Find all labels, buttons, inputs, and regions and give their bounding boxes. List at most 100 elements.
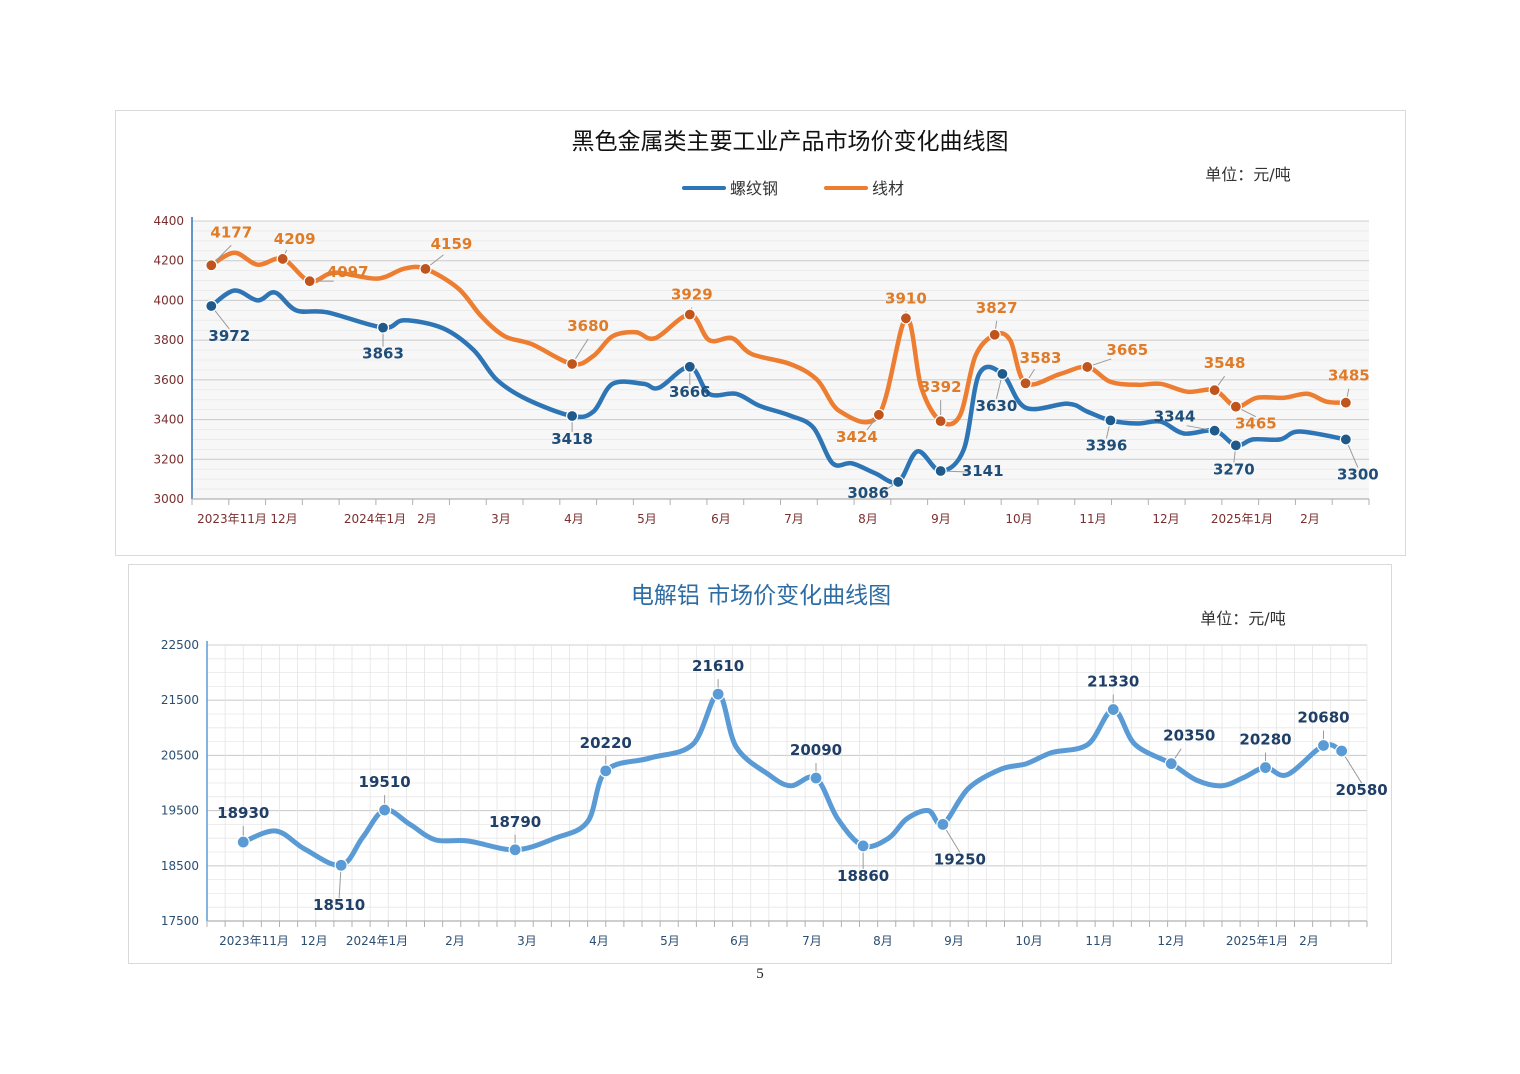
data-label: 3392 bbox=[920, 378, 962, 396]
y-tick-label: 3200 bbox=[153, 452, 184, 466]
x-tick-label: 10月 bbox=[1005, 512, 1032, 526]
x-tick-label: 2024年1月 bbox=[346, 934, 408, 948]
y-tick-label: 21500 bbox=[161, 693, 199, 707]
data-point bbox=[809, 771, 823, 785]
x-tick-label: 2025年1月 bbox=[1211, 512, 1273, 526]
data-label: 19510 bbox=[359, 773, 411, 791]
data-point bbox=[711, 687, 725, 701]
data-label: 4097 bbox=[327, 263, 369, 281]
aluminum-chart-panel: 电解铝 市场价变化曲线图单位：元/吨 17500 18500 19500 20500 21… bbox=[128, 564, 1392, 964]
chart-title: 黑色金属类主要工业产品市场价变化曲线图 bbox=[572, 129, 1009, 155]
data-point bbox=[892, 475, 905, 489]
data-point bbox=[936, 817, 950, 831]
y-tick-label: 4400 bbox=[153, 214, 184, 228]
data-point bbox=[856, 839, 870, 853]
data-point bbox=[276, 252, 289, 266]
data-label: 3548 bbox=[1204, 354, 1246, 372]
x-tick-label: 5月 bbox=[637, 512, 657, 526]
data-label: 3680 bbox=[567, 317, 609, 335]
data-label: 4177 bbox=[210, 223, 252, 241]
unit-label: 单位：元/吨 bbox=[1205, 165, 1290, 184]
unit-label: 单位：元/吨 bbox=[1200, 609, 1285, 628]
page-number: 5 bbox=[756, 966, 764, 982]
data-point bbox=[1229, 400, 1242, 413]
x-tick-label: 12月 bbox=[300, 934, 327, 948]
x-tick-label: 4月 bbox=[564, 512, 584, 526]
data-label: 18510 bbox=[313, 896, 365, 914]
data-label: 3424 bbox=[836, 428, 878, 446]
data-label: 3910 bbox=[885, 289, 927, 307]
data-label: 18930 bbox=[217, 804, 269, 822]
data-point bbox=[1081, 360, 1094, 374]
data-label: 3141 bbox=[962, 462, 1004, 480]
data-point bbox=[376, 321, 390, 334]
x-tick-label: 4月 bbox=[589, 934, 609, 948]
data-point bbox=[683, 360, 696, 373]
y-tick-label: 4200 bbox=[153, 254, 184, 268]
data-label: 3863 bbox=[362, 345, 404, 363]
data-label: 20220 bbox=[580, 734, 632, 752]
data-label: 3583 bbox=[1020, 349, 1062, 367]
x-tick-label: 12月 bbox=[1152, 512, 1179, 526]
x-tick-label: 2024年1月 bbox=[344, 512, 406, 526]
x-tick-label: 2月 bbox=[1299, 934, 1319, 948]
data-point bbox=[205, 299, 218, 313]
data-label: 3630 bbox=[976, 397, 1018, 415]
data-label: 3270 bbox=[1213, 460, 1255, 478]
series-line bbox=[240, 691, 1345, 868]
data-label: 3086 bbox=[847, 484, 889, 502]
y-tick-label: 3000 bbox=[153, 492, 184, 506]
x-tick-label: 5月 bbox=[660, 934, 680, 948]
data-point bbox=[996, 367, 1009, 380]
data-label: 4209 bbox=[274, 230, 316, 248]
data-point bbox=[1104, 414, 1117, 427]
data-point bbox=[1164, 757, 1178, 771]
data-point bbox=[236, 835, 250, 849]
x-tick-label: 12月 bbox=[1157, 934, 1184, 948]
data-point bbox=[683, 308, 696, 321]
data-point bbox=[303, 275, 316, 288]
data-label: 3665 bbox=[1106, 341, 1148, 359]
y-tick-label: 3600 bbox=[153, 373, 184, 387]
x-tick-label: 7月 bbox=[802, 934, 822, 948]
y-tick-label: 20500 bbox=[161, 748, 199, 762]
data-point bbox=[205, 259, 218, 272]
y-tick-label: 17500 bbox=[161, 914, 199, 928]
data-point bbox=[599, 764, 613, 778]
data-label: 3465 bbox=[1235, 415, 1277, 433]
data-label: 3418 bbox=[551, 430, 593, 448]
data-point bbox=[1339, 433, 1352, 446]
y-tick-label: 18500 bbox=[161, 859, 199, 873]
y-tick-label: 19500 bbox=[161, 804, 199, 818]
x-tick-label: 12月 bbox=[270, 512, 297, 526]
data-point bbox=[378, 803, 392, 817]
x-tick-label: 11月 bbox=[1085, 934, 1112, 948]
y-tick-label: 3400 bbox=[153, 413, 184, 427]
x-tick-label: 6月 bbox=[711, 512, 731, 526]
data-label: 4159 bbox=[431, 235, 473, 253]
x-tick-label: 3月 bbox=[517, 934, 537, 948]
x-tick-label: 8月 bbox=[858, 512, 878, 526]
data-point bbox=[1229, 439, 1242, 452]
data-label: 20350 bbox=[1163, 727, 1215, 745]
x-tick-label: 10月 bbox=[1015, 934, 1042, 948]
x-tick-label: 2023年11月 bbox=[197, 512, 267, 526]
data-label: 18860 bbox=[837, 867, 889, 885]
data-point bbox=[334, 858, 348, 872]
data-label: 3827 bbox=[976, 299, 1018, 317]
data-label: 21610 bbox=[692, 657, 744, 675]
x-tick-label: 2023年11月 bbox=[219, 934, 289, 948]
data-point bbox=[934, 415, 947, 428]
x-tick-label: 2月 bbox=[417, 512, 437, 526]
data-label: 20090 bbox=[790, 741, 842, 759]
data-label: 20580 bbox=[1336, 781, 1388, 799]
x-tick-label: 9月 bbox=[944, 934, 964, 948]
data-label: 20680 bbox=[1297, 708, 1349, 726]
data-point bbox=[419, 262, 432, 275]
data-point bbox=[508, 843, 522, 857]
y-tick-label: 4000 bbox=[153, 293, 184, 307]
x-tick-label: 6月 bbox=[730, 934, 750, 948]
data-label: 3396 bbox=[1086, 436, 1128, 454]
chart-title: 电解铝 市场价变化曲线图 bbox=[631, 583, 891, 609]
